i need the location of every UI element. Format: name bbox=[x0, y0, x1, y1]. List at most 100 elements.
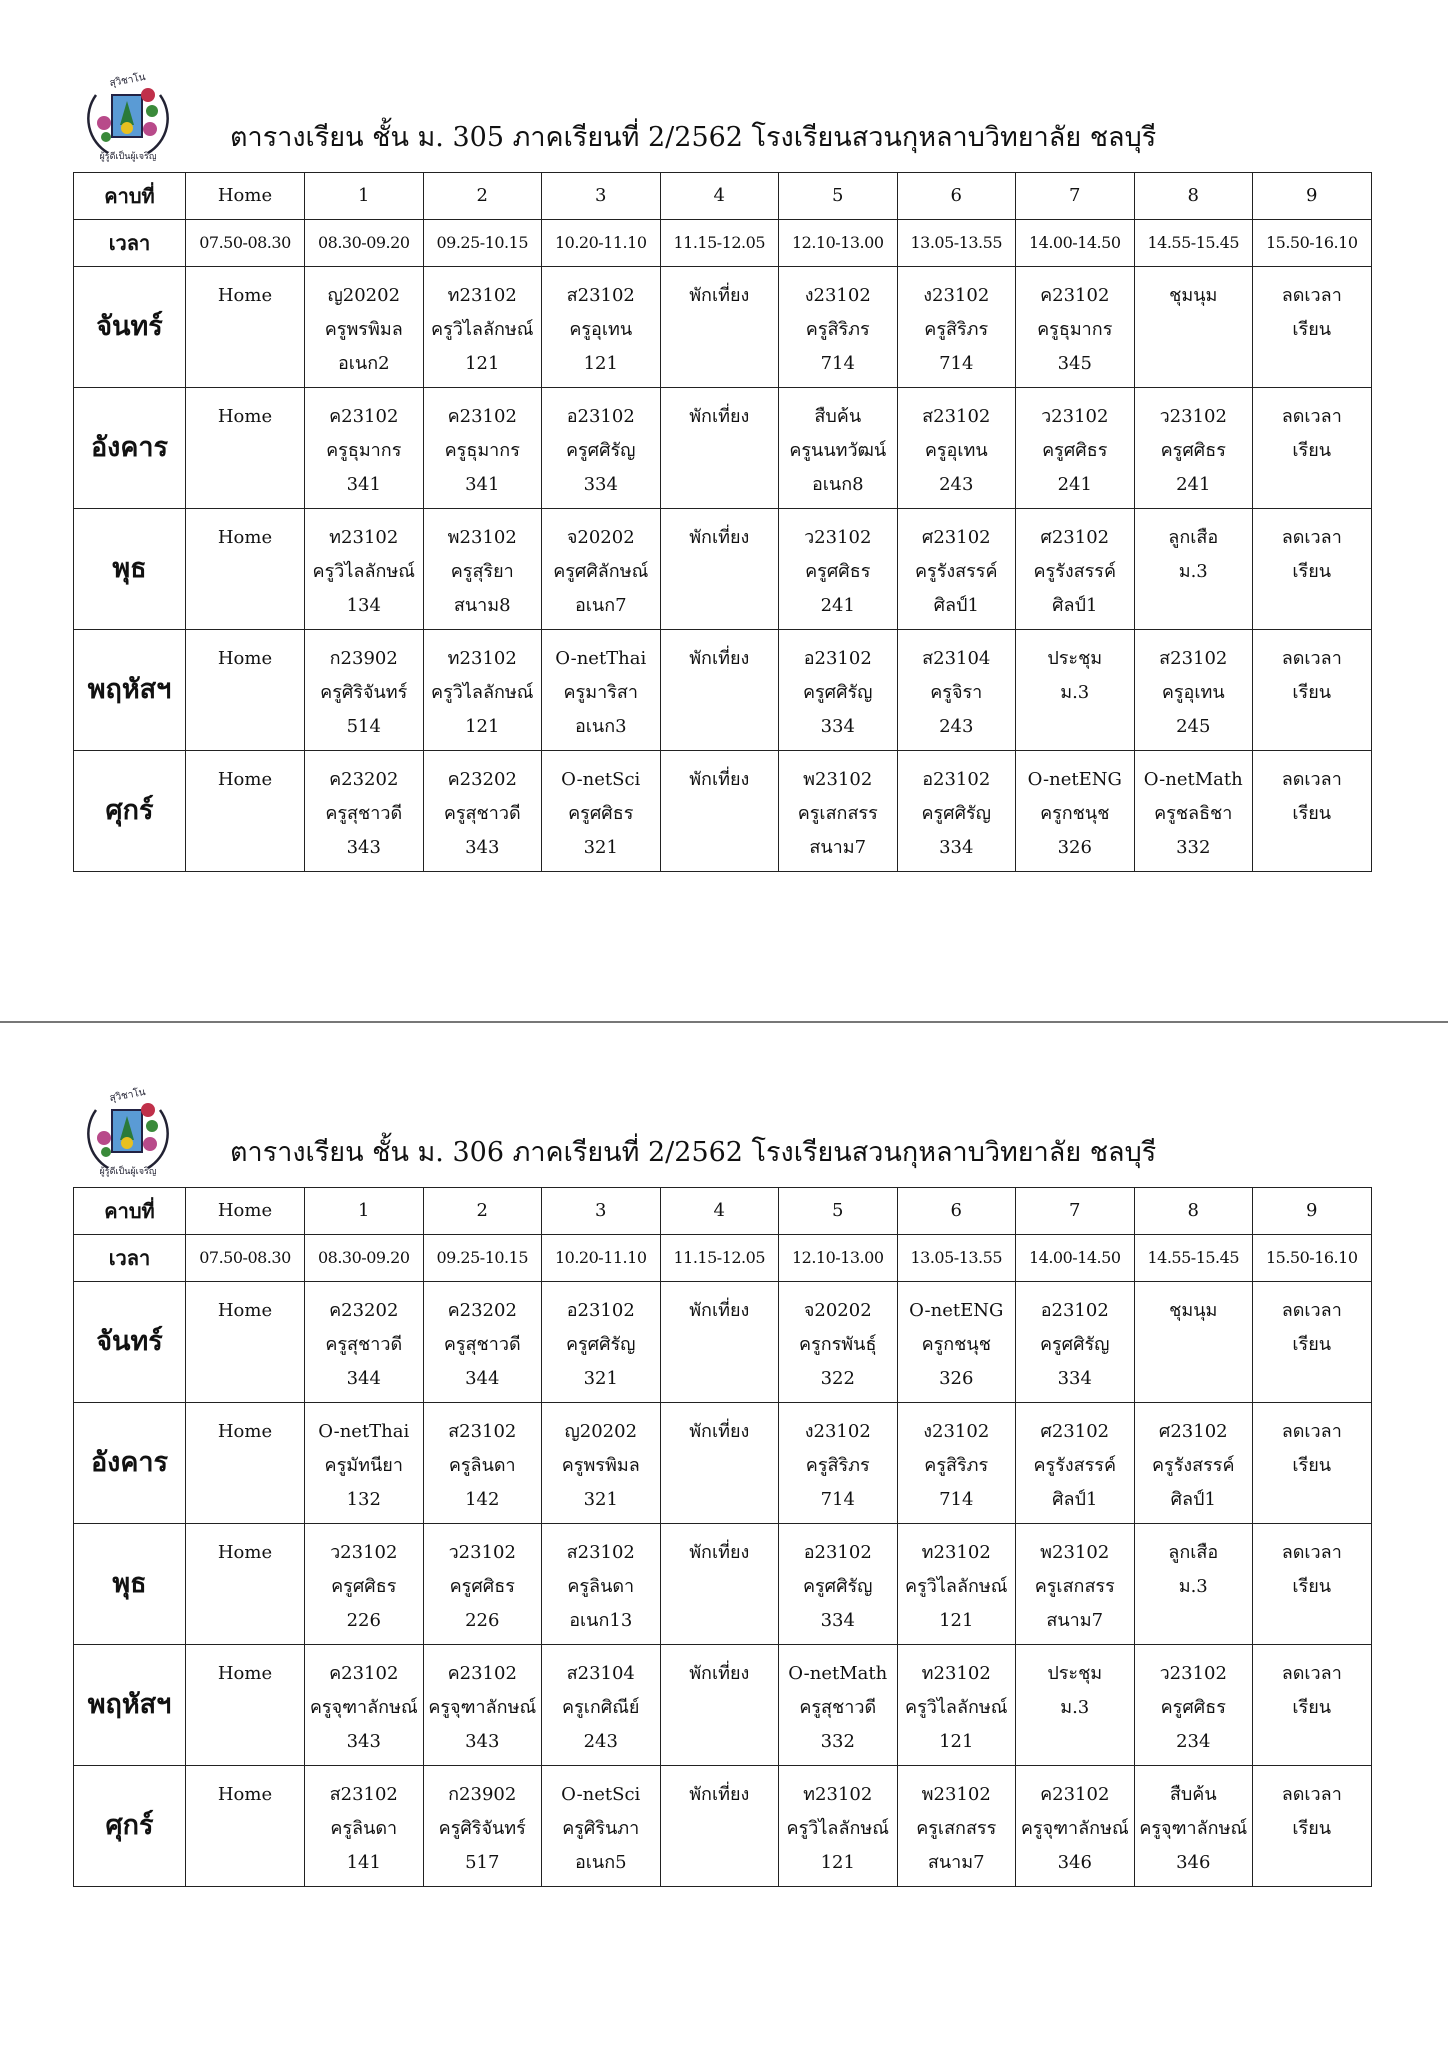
class-cell: ส23102 ครูอุเทน 245 bbox=[1133, 629, 1253, 751]
room: อเนก3 bbox=[574, 716, 627, 737]
teacher-name: ครูวิไลลักษณ์ bbox=[905, 1697, 1008, 1718]
room: 334 bbox=[820, 1610, 855, 1631]
class-cell: ง23102 ครูสิริภร 714 bbox=[778, 1402, 898, 1524]
class-cell: ว23102 ครูศศิธร 226 bbox=[422, 1523, 542, 1645]
teacher-name: ครูศิรินภา bbox=[562, 1818, 640, 1839]
class-cell: ศ23102 ครูรังสรรค์ ศิลป์1 bbox=[1133, 1402, 1253, 1524]
period-row: คาบที่ Home 1 2 3 4 5 6 7 8 9 bbox=[73, 1187, 1372, 1235]
subject-code: พักเที่ยง bbox=[689, 406, 750, 427]
class-cell: อ23102 ครูศศิรัญ 334 bbox=[1015, 1281, 1135, 1403]
class-cell: Home bbox=[185, 508, 305, 630]
subject-code: พ23102 bbox=[1040, 1542, 1110, 1563]
teacher-name: ครูลินดา bbox=[567, 1576, 635, 1597]
day-label: อังคาร bbox=[73, 387, 186, 509]
room: 334 bbox=[939, 837, 974, 858]
room: ม.3 bbox=[1060, 682, 1090, 703]
subject-code: ค23202 bbox=[447, 769, 517, 790]
subject-code: ลดเวลา bbox=[1281, 1421, 1342, 1442]
timetable-title: ตารางเรียน ชั้น ม. 305 ภาคเรียนที่ 2/256… bbox=[230, 122, 1157, 153]
room: 132 bbox=[346, 1489, 381, 1510]
teacher-name: ครูธุมากร bbox=[444, 440, 520, 461]
teacher-name: ครูกรพันธุ์ bbox=[799, 1334, 877, 1355]
time-slot: 15.50-16.10 bbox=[1252, 219, 1372, 267]
period-number: 4 bbox=[659, 1187, 779, 1235]
room: 344 bbox=[465, 1368, 500, 1389]
teacher-name: ครูวิไลลักษณ์ bbox=[431, 682, 534, 703]
subject-code: สืบค้น bbox=[814, 406, 862, 427]
class-cell: ศ23102 ครูรังสรรค์ ศิลป์1 bbox=[896, 508, 1016, 630]
class-cell: ส23102 ครูลินดา 141 bbox=[304, 1765, 424, 1887]
room: อเนก2 bbox=[337, 353, 390, 374]
time-slot: 08.30-09.20 bbox=[304, 219, 424, 267]
period-row: คาบที่ Home 1 2 3 4 5 6 7 8 9 bbox=[73, 172, 1372, 220]
teacher-name: ครูจุฑาลักษณ์ bbox=[1020, 1818, 1129, 1839]
teacher-name: ครูสิริภร bbox=[924, 1455, 989, 1476]
time-slot: 09.25-10.15 bbox=[422, 1234, 542, 1282]
class-cell: ศ23102 ครูรังสรรค์ ศิลป์1 bbox=[1015, 1402, 1135, 1524]
subject-code: ง23102 bbox=[804, 285, 871, 306]
teacher-name: ครูวิไลลักษณ์ bbox=[786, 1818, 889, 1839]
room: เรียน bbox=[1292, 319, 1332, 340]
teacher-name: ครูลินดา bbox=[330, 1818, 398, 1839]
teacher-name: ครูวิไลลักษณ์ bbox=[905, 1576, 1008, 1597]
class-cell: O-netThai ครูมัทนียา 132 bbox=[304, 1402, 424, 1524]
room: 243 bbox=[939, 474, 974, 495]
room: เรียน bbox=[1292, 1455, 1332, 1476]
class-cell: ว23102 ครูศศิธร 234 bbox=[1133, 1644, 1253, 1766]
day-label: อังคาร bbox=[73, 1402, 186, 1524]
class-cell: ลดเวลา เรียน bbox=[1252, 750, 1372, 872]
room: 344 bbox=[346, 1368, 381, 1389]
period-number: Home bbox=[185, 172, 305, 220]
subject-code: ค23202 bbox=[447, 1300, 517, 1321]
class-cell: O-netSci ครูศิรินภา อเนก5 bbox=[541, 1765, 661, 1887]
subject-code: ลดเวลา bbox=[1281, 527, 1342, 548]
time-slot: 13.05-13.55 bbox=[896, 1234, 1016, 1282]
day-row: จันทร์ Home ค23202 ครูสุชาวดี 344 ค23202 ครูสุ… bbox=[73, 1281, 1372, 1403]
room: เรียน bbox=[1292, 561, 1332, 582]
room: อเนก8 bbox=[811, 474, 864, 495]
room: 341 bbox=[346, 474, 381, 495]
teacher-name: ครูเสกสรร bbox=[916, 1818, 997, 1839]
room: 243 bbox=[583, 1731, 618, 1752]
class-cell: ค23102 ครูธุมากร 341 bbox=[304, 387, 424, 509]
teacher-name: ครูรังสรรค์ bbox=[914, 561, 998, 582]
subject-code: ลดเวลา bbox=[1281, 769, 1342, 790]
teacher-name: ครูศศิธร bbox=[449, 1576, 515, 1597]
subject-code: พักเที่ยง bbox=[689, 1300, 750, 1321]
class-cell: ค23102 ครูจุฑาลักษณ์ 346 bbox=[1015, 1765, 1135, 1887]
room: อเนก5 bbox=[574, 1852, 627, 1873]
subject-code: ง23102 bbox=[804, 1421, 871, 1442]
room: 322 bbox=[820, 1368, 855, 1389]
day-label: จันทร์ bbox=[73, 266, 186, 388]
class-cell: Home bbox=[185, 1765, 305, 1887]
period-number: 7 bbox=[1015, 1187, 1135, 1235]
room: สนาม7 bbox=[1046, 1610, 1104, 1631]
class-cell: อ23102 ครูศศิรัญ 334 bbox=[778, 1523, 898, 1645]
subject-code: ญ20202 bbox=[564, 1421, 638, 1442]
room: เรียน bbox=[1292, 682, 1332, 703]
room: 121 bbox=[465, 353, 500, 374]
class-cell: พ23102 ครูเสกสรร สนาม7 bbox=[896, 1765, 1016, 1887]
subject-code: อ23102 bbox=[1040, 1300, 1109, 1321]
subject-code: ค23102 bbox=[329, 1663, 399, 1684]
room: 343 bbox=[346, 1731, 381, 1752]
class-cell: อ23102 ครูศศิรัญ 334 bbox=[541, 387, 661, 509]
day-row: พฤหัสฯ Home ค23102 ครูจุฑาลักษณ์ 343 ค23102 คร… bbox=[73, 1644, 1372, 1766]
class-cell: ท23102 ครูวิไลลักษณ์ 121 bbox=[896, 1523, 1016, 1645]
teacher-name: ครูศศิรัญ bbox=[1039, 1334, 1110, 1355]
class-cell: ศ23102 ครูรังสรรค์ ศิลป์1 bbox=[1015, 508, 1135, 630]
day-row: พุธ Home ท23102 ครูวิไลลักษณ์ 134 พ23102 ครูสุ… bbox=[73, 508, 1372, 630]
teacher-name: ครูพรพิมล bbox=[324, 319, 403, 340]
subject-code: อ23102 bbox=[803, 648, 872, 669]
subject-code: ค23102 bbox=[329, 406, 399, 427]
period-number: 2 bbox=[422, 1187, 542, 1235]
teacher-name: ครูศศิรัญ bbox=[565, 1334, 636, 1355]
teacher-name: ครูกชนุช bbox=[1040, 803, 1110, 824]
subject-code: Home bbox=[217, 527, 273, 548]
period-number: 2 bbox=[422, 172, 542, 220]
class-cell: ลดเวลาเรียน bbox=[1252, 508, 1372, 630]
svg-text:สุวิชาโน: สุวิชาโน bbox=[108, 70, 146, 89]
day-label: ศุกร์ bbox=[73, 1765, 186, 1887]
teacher-name: ครูจุฑาลักษณ์ bbox=[309, 1697, 418, 1718]
day-row: ศุกร์ Home ส23102 ครูลินดา 141 ก23902 ครูศิริจ… bbox=[73, 1765, 1372, 1887]
